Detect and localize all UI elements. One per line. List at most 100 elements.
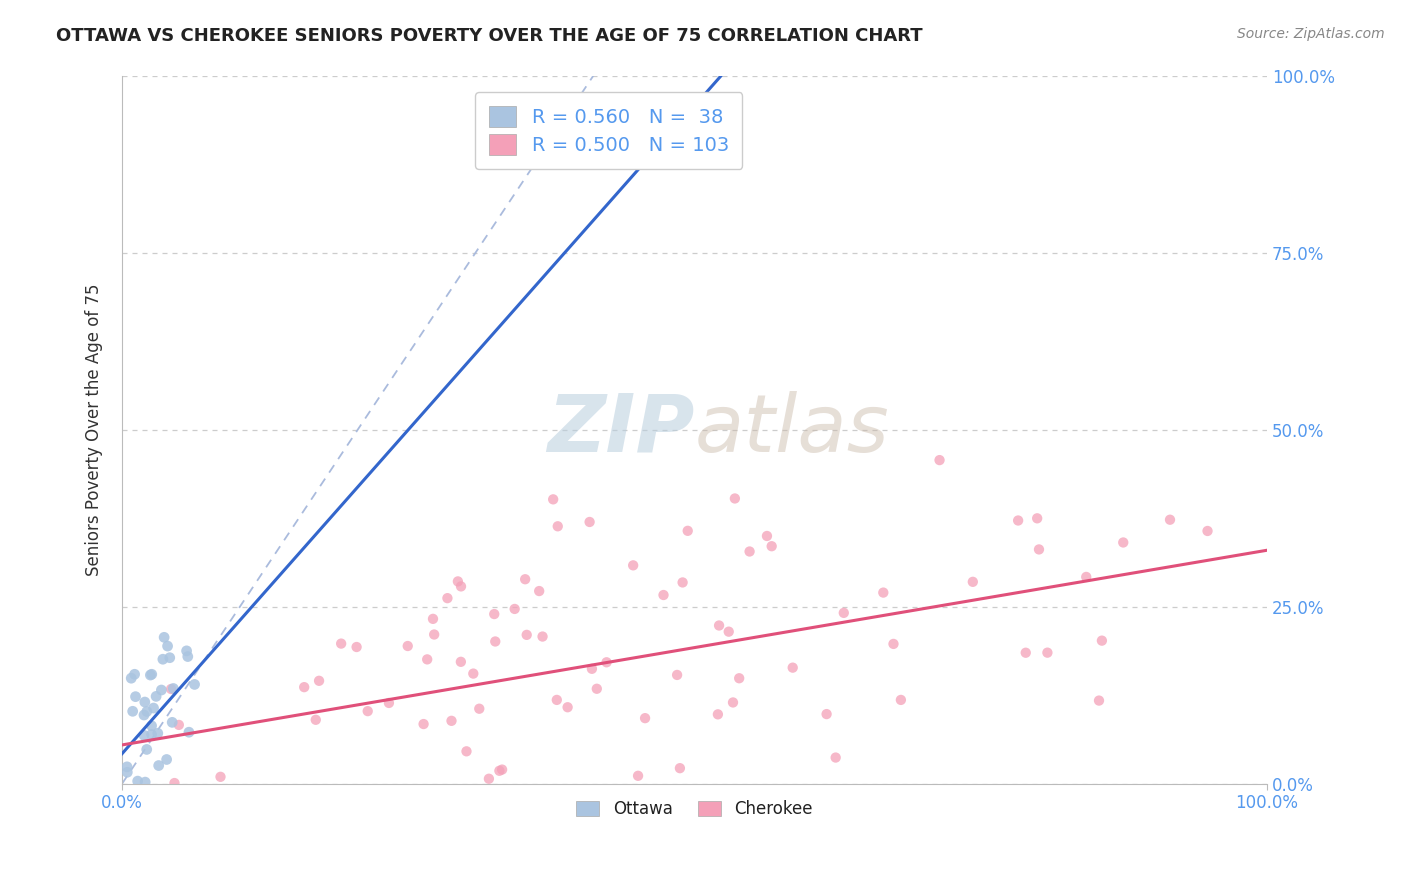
- Point: [163, 776, 186, 790]
- Point: [156, 752, 179, 766]
- Point: [491, 763, 513, 777]
- Point: [260, 782, 283, 797]
- Point: [167, 718, 190, 732]
- Point: [717, 624, 740, 639]
- Point: [110, 792, 132, 806]
- Point: [160, 715, 183, 730]
- Point: [463, 666, 485, 681]
- Point: [546, 693, 568, 707]
- Point: [1007, 514, 1029, 528]
- Point: [146, 726, 169, 740]
- Point: [1091, 633, 1114, 648]
- Point: [578, 515, 600, 529]
- Y-axis label: Seniors Poverty Over the Age of 75: Seniors Poverty Over the Age of 75: [86, 284, 103, 576]
- Point: [1028, 542, 1050, 557]
- Point: [80, 775, 103, 789]
- Point: [132, 708, 155, 723]
- Point: [484, 607, 506, 621]
- Point: [707, 618, 730, 632]
- Point: [634, 711, 657, 725]
- Point: [427, 793, 450, 807]
- Text: OTTAWA VS CHEROKEE SENIORS POVERTY OVER THE AGE OF 75 CORRELATION CHART: OTTAWA VS CHEROKEE SENIORS POVERTY OVER …: [56, 27, 922, 45]
- Point: [447, 574, 470, 589]
- Point: [152, 652, 174, 666]
- Point: [141, 727, 163, 741]
- Point: [762, 789, 785, 803]
- Point: [139, 668, 162, 682]
- Point: [134, 695, 156, 709]
- Point: [183, 677, 205, 691]
- Point: [890, 693, 912, 707]
- Point: [177, 725, 200, 739]
- Point: [728, 671, 751, 685]
- Point: [832, 606, 855, 620]
- Point: [396, 639, 419, 653]
- Point: [782, 660, 804, 674]
- Point: [484, 634, 506, 648]
- Point: [412, 717, 434, 731]
- Text: ZIP: ZIP: [547, 391, 695, 468]
- Point: [105, 785, 128, 799]
- Point: [333, 842, 356, 856]
- Point: [527, 584, 550, 599]
- Point: [1015, 646, 1038, 660]
- Point: [121, 704, 143, 718]
- Point: [882, 637, 904, 651]
- Point: [581, 662, 603, 676]
- Point: [707, 707, 730, 722]
- Point: [557, 700, 579, 714]
- Point: [450, 655, 472, 669]
- Point: [666, 668, 689, 682]
- Point: [872, 585, 894, 599]
- Point: [145, 690, 167, 704]
- Point: [928, 453, 950, 467]
- Point: [149, 822, 172, 837]
- Point: [488, 764, 510, 778]
- Text: Source: ZipAtlas.com: Source: ZipAtlas.com: [1237, 27, 1385, 41]
- Point: [755, 529, 778, 543]
- Point: [159, 650, 181, 665]
- Point: [86, 644, 108, 658]
- Point: [148, 758, 170, 772]
- Point: [522, 812, 544, 826]
- Point: [585, 681, 607, 696]
- Point: [124, 690, 146, 704]
- Point: [1270, 541, 1292, 555]
- Point: [153, 630, 176, 644]
- Point: [516, 628, 538, 642]
- Point: [1036, 646, 1059, 660]
- Legend: Ottawa, Cherokee: Ottawa, Cherokee: [569, 794, 820, 825]
- Point: [395, 793, 418, 807]
- Point: [450, 579, 472, 593]
- Point: [80, 646, 103, 660]
- Point: [416, 652, 439, 666]
- Point: [135, 804, 157, 818]
- Point: [292, 680, 315, 694]
- Point: [515, 572, 537, 586]
- Point: [176, 644, 198, 658]
- Point: [269, 803, 291, 817]
- Point: [721, 696, 744, 710]
- Point: [250, 808, 273, 822]
- Point: [141, 719, 163, 733]
- Point: [1267, 551, 1289, 566]
- Point: [1112, 535, 1135, 549]
- Point: [117, 765, 139, 780]
- Point: [141, 667, 163, 681]
- Point: [423, 627, 446, 641]
- Point: [378, 696, 401, 710]
- Point: [209, 770, 232, 784]
- Point: [440, 714, 463, 728]
- Point: [478, 772, 501, 786]
- Point: [162, 681, 184, 696]
- Point: [531, 630, 554, 644]
- Point: [150, 683, 173, 698]
- Point: [422, 612, 444, 626]
- Point: [156, 639, 179, 653]
- Point: [308, 673, 330, 688]
- Point: [761, 539, 783, 553]
- Point: [595, 655, 617, 669]
- Point: [0, 760, 6, 774]
- Point: [305, 713, 328, 727]
- Point: [724, 491, 747, 506]
